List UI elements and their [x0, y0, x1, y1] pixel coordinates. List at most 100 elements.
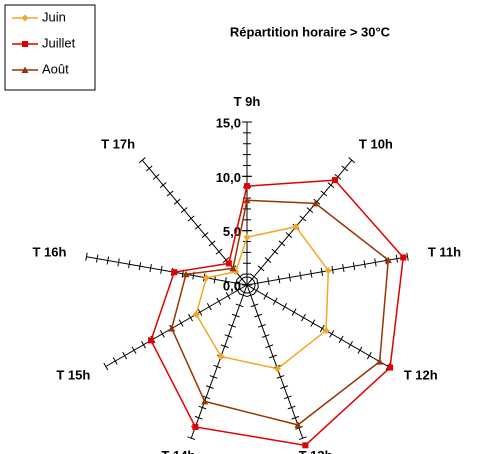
point-marker — [182, 270, 190, 278]
axis-minor-tick — [205, 385, 214, 389]
point-marker — [302, 442, 309, 449]
axis-minor-tick — [271, 248, 279, 255]
axis-minor-tick — [280, 385, 289, 389]
axis-minor-tick — [406, 252, 409, 261]
axis-minor-tick — [149, 263, 152, 273]
axis-minor-tick — [178, 319, 184, 327]
axis-minor-tick — [299, 215, 307, 222]
axis-minor-tick — [338, 335, 344, 344]
axis-minor-tick — [341, 165, 349, 172]
point-marker — [192, 310, 200, 318]
axis-minor-tick — [334, 173, 342, 180]
axis-label: T 17h — [101, 137, 135, 152]
axis-minor-tick — [194, 223, 202, 230]
axis-minor-tick — [166, 190, 174, 197]
axis-minor-tick — [310, 269, 313, 278]
axis-label: T 10h — [359, 137, 393, 152]
axis-minor-tick — [239, 293, 248, 298]
axis-minor-tick — [285, 232, 293, 239]
axis-minor-tick — [213, 364, 222, 369]
axis-minor-tick — [277, 275, 281, 284]
tick-label: 15,0 — [216, 115, 241, 130]
axis-minor-tick — [188, 313, 193, 322]
axis-minor-tick — [224, 277, 227, 286]
point-marker — [273, 365, 281, 373]
series-line — [170, 199, 390, 426]
center-circle — [238, 276, 256, 294]
axis-minor-tick — [197, 308, 203, 316]
radar-axis — [246, 284, 389, 367]
axis-minor-tick — [264, 257, 272, 263]
axis-minor-tick — [209, 375, 218, 379]
axis-minor-tick — [231, 313, 240, 318]
axis-minor-tick — [173, 198, 181, 205]
point-marker — [225, 260, 232, 267]
axis-minor-tick — [291, 415, 300, 420]
legend-marker — [21, 14, 29, 22]
point-marker — [400, 254, 407, 261]
tick-label: 10,0 — [216, 170, 241, 185]
axis-label: T 16h — [33, 245, 67, 260]
point-marker — [171, 269, 178, 276]
axis-minor-tick — [331, 265, 334, 274]
axis-minor-tick — [138, 262, 142, 271]
point-marker — [387, 364, 394, 371]
point-marker — [244, 183, 250, 190]
axis-minor-tick — [299, 271, 302, 280]
axis-minor-tick — [298, 436, 307, 441]
axis-minor-tick — [301, 313, 306, 322]
axis-minor-tick — [306, 207, 314, 214]
axis-minor-tick — [220, 344, 229, 349]
axis-label: T 13h — [299, 448, 333, 454]
point-marker — [332, 177, 339, 184]
axis-minor-tick — [310, 319, 316, 327]
axis-minor-tick — [348, 157, 356, 164]
axis-minor-tick — [180, 207, 188, 214]
legend-label: Juillet — [42, 35, 76, 50]
axis-minor-tick — [208, 240, 216, 247]
axis-minor-tick — [282, 303, 288, 311]
axis-minor-tick — [254, 313, 263, 318]
axis-minor-tick — [269, 354, 277, 359]
point-marker — [243, 196, 251, 204]
point-marker — [322, 327, 330, 335]
axis-minor-tick — [265, 344, 274, 349]
axis-minor-tick — [236, 273, 244, 280]
axis-label: T 12h — [404, 368, 438, 383]
axis-minor-tick — [261, 334, 270, 338]
axis-minor-tick — [222, 257, 230, 263]
axis-minor-tick — [272, 297, 278, 306]
legend-marker — [21, 66, 29, 73]
axis-minor-tick — [276, 375, 285, 379]
axis-minor-tick — [187, 436, 196, 441]
axis-minor-tick — [138, 157, 146, 164]
axis-minor-tick — [159, 330, 165, 338]
point-marker — [168, 324, 176, 332]
axis-minor-tick — [122, 351, 128, 360]
axis-label: T 11h — [428, 245, 461, 260]
legend-label: Juin — [42, 9, 66, 24]
axis-minor-tick — [103, 362, 109, 371]
point-marker — [384, 256, 392, 264]
point-marker — [201, 397, 209, 405]
axis-minor-tick — [253, 286, 259, 295]
axis-minor-tick — [327, 182, 335, 189]
axis-minor-tick — [263, 292, 269, 300]
axis-minor-tick — [257, 265, 265, 272]
axis-minor-tick — [106, 256, 110, 265]
axis-minor-tick — [250, 273, 258, 280]
axis-minor-tick — [348, 341, 353, 349]
axis-minor-tick — [224, 334, 233, 338]
axis-minor-tick — [288, 273, 291, 282]
point-marker — [294, 421, 302, 428]
axis-minor-tick — [295, 426, 303, 430]
axis-minor-tick — [283, 395, 292, 400]
axis-minor-tick — [278, 240, 286, 247]
axis-minor-tick — [291, 308, 297, 316]
axis-minor-tick — [395, 254, 399, 263]
axis-minor-tick — [319, 324, 325, 333]
axis-minor-tick — [313, 198, 321, 205]
axis-minor-tick — [357, 346, 363, 354]
axis-label: T 14h — [161, 448, 195, 454]
